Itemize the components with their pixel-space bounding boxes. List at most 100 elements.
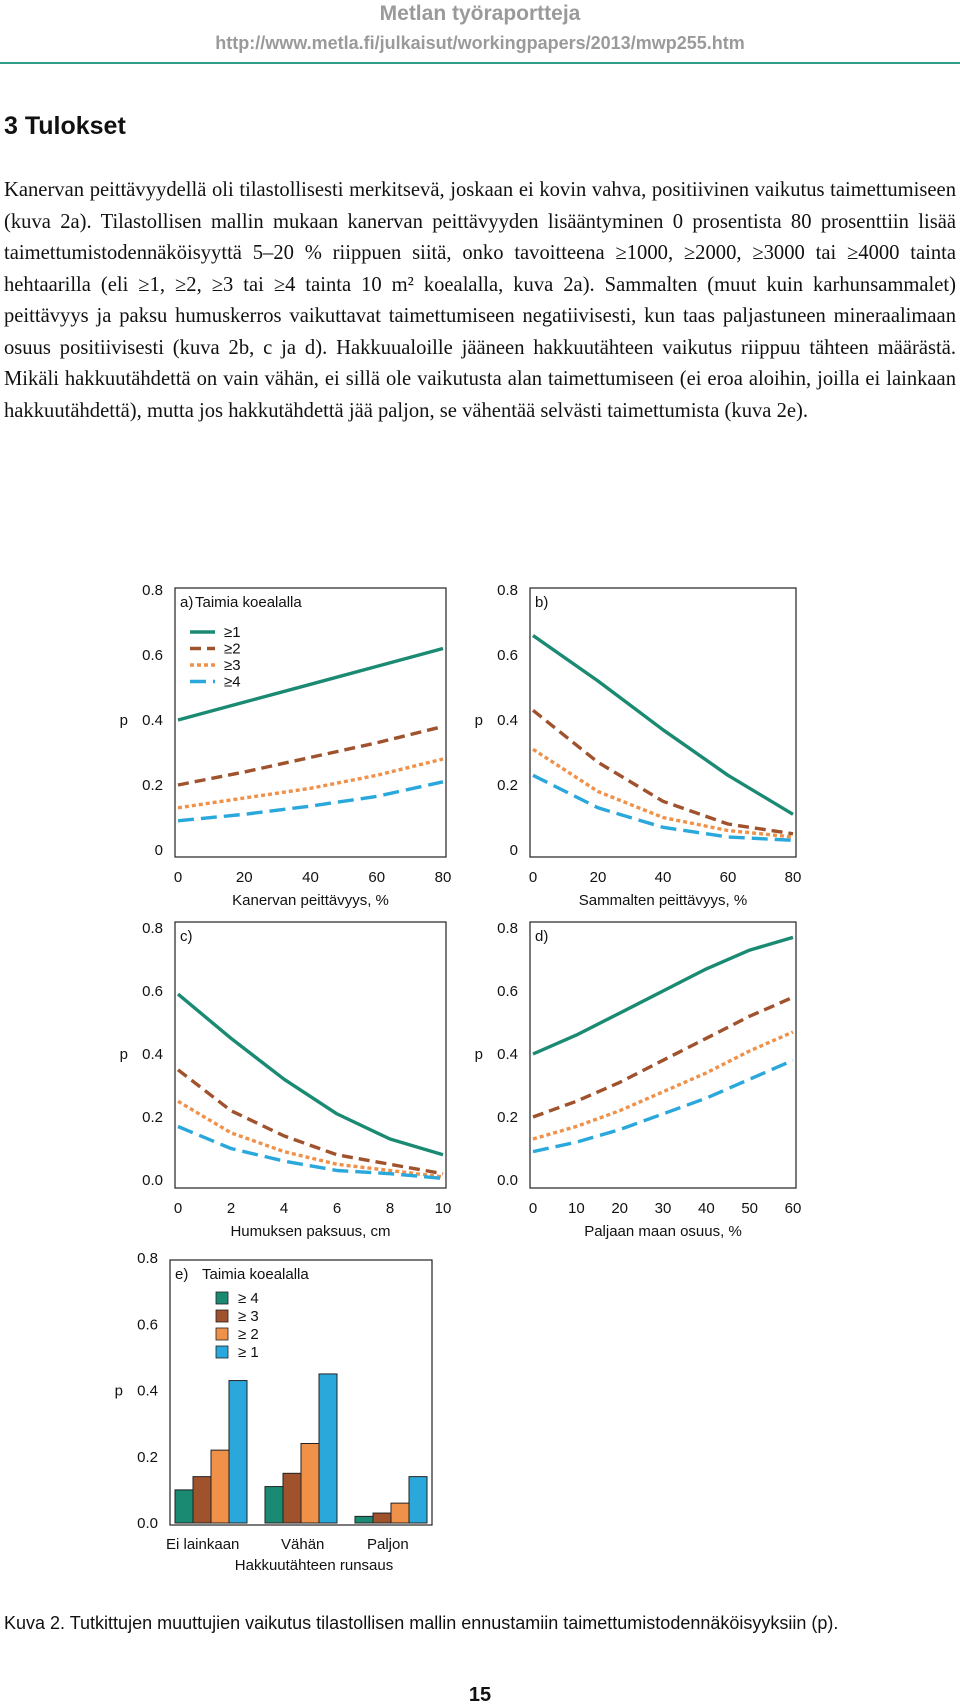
bar [300, 1443, 320, 1524]
bar [372, 1512, 392, 1524]
y-tick-label: 0.0 [142, 1172, 163, 1189]
x-tick-label: 0 [529, 1200, 537, 1217]
legend-swatch [215, 1345, 229, 1359]
x-tick-label: 50 [741, 1200, 758, 1217]
bar [390, 1502, 410, 1524]
y-tick-label: 0 [510, 842, 518, 859]
y-tick-label: 0.8 [137, 1250, 158, 1267]
y-tick-label: 0.4 [137, 1383, 158, 1400]
y-axis-label: p [475, 1046, 483, 1063]
x-tick-label: 20 [236, 869, 253, 886]
y-axis-label: p [115, 1383, 123, 1400]
legend-label: ≥ 4 [238, 1290, 259, 1307]
series-line-3 [177, 757, 444, 810]
series-line-4 [532, 1058, 794, 1154]
legend-swatch [215, 1309, 229, 1323]
y-tick-label: 0.4 [497, 712, 518, 729]
chart-panel-e: 0.0 0.2 0.4 0.6 0.8 p e) Ei lainkaan Vähän Paljon… [115, 1250, 433, 1574]
y-tick-label: 0.8 [497, 582, 518, 599]
series-line-2 [176, 1068, 444, 1176]
category-label: Ei lainkaan [166, 1536, 239, 1553]
section-heading: 3 Tulokset [4, 112, 126, 140]
series-line-2 [531, 708, 794, 836]
y-axis-label: p [475, 712, 483, 729]
series-line-1 [532, 935, 794, 1056]
y-tick-label: 0.6 [497, 983, 518, 1000]
y-tick-label: 0.2 [142, 777, 163, 794]
y-tick-label: 0.4 [497, 1046, 518, 1063]
bar [264, 1486, 284, 1524]
panel-label: d) [535, 928, 548, 945]
legend-label: ≥3 [224, 657, 241, 674]
results-paragraph: Kanervan peittävyydellä oli tilastollise… [4, 179, 956, 422]
x-tick-label: 60 [785, 1200, 802, 1217]
y-axis-label: p [120, 1046, 128, 1063]
legend-title: Taimia koealalla [202, 1266, 309, 1283]
plot-frame-c [174, 921, 447, 1189]
bar [408, 1476, 428, 1524]
x-tick-label: 0 [529, 869, 537, 886]
legend-label: ≥ 1 [238, 1344, 259, 1361]
x-tick-label: 40 [302, 869, 319, 886]
series-line-4 [177, 1124, 444, 1181]
x-axis-label: Humuksen paksuus, cm [230, 1223, 390, 1240]
x-tick-label: 80 [435, 869, 452, 886]
y-tick-label: 0.8 [142, 920, 163, 937]
y-tick-label: 0.6 [137, 1316, 158, 1333]
category-label: Paljon [367, 1536, 409, 1553]
y-tick-label: 0.6 [497, 647, 518, 664]
series-line-1 [176, 992, 444, 1157]
x-tick-label: 4 [280, 1200, 288, 1217]
series-line-3 [532, 747, 794, 839]
x-tick-label: 10 [435, 1200, 452, 1217]
series-line-3 [177, 1099, 444, 1179]
x-tick-label: 10 [568, 1200, 585, 1217]
legend-swatch [215, 1291, 229, 1305]
x-tick-label: 60 [720, 869, 737, 886]
header-divider [0, 62, 960, 64]
bar [282, 1472, 302, 1524]
series-line-1 [532, 634, 794, 816]
x-tick-label: 40 [655, 869, 672, 886]
bar [318, 1373, 338, 1524]
series-line-2 [532, 995, 794, 1119]
plot-frame-b [529, 587, 797, 858]
publication-series: Metlan työraportteja [379, 2, 581, 25]
x-axis-label: Hakkuutähteen runsaus [235, 1557, 393, 1574]
legend-title: Taimia koealalla [195, 594, 302, 611]
series-line-3 [532, 1030, 794, 1141]
x-tick-label: 8 [386, 1200, 394, 1217]
y-tick-label: 0.2 [497, 1109, 518, 1126]
y-tick-label: 0.8 [142, 582, 163, 599]
y-axis-label: p [120, 712, 128, 729]
figure-caption: Kuva 2. Tutkittujen muuttujien vaikutus … [4, 1613, 839, 1633]
plot-frame-d [529, 921, 797, 1189]
x-tick-label: 20 [590, 869, 607, 886]
x-axis-label: Paljaan maan osuus, % [584, 1223, 742, 1240]
y-tick-label: 0.4 [142, 1046, 163, 1063]
panel-label: b) [535, 594, 548, 611]
publication-url[interactable]: http://www.metla.fi/julkaisut/workingpap… [215, 33, 745, 53]
y-tick-label: 0.8 [497, 920, 518, 937]
bar [210, 1449, 230, 1524]
x-tick-label: 0 [174, 1200, 182, 1217]
legend-label: ≥ 3 [238, 1308, 259, 1325]
x-tick-label: 0 [174, 869, 182, 886]
panel-label: e) [175, 1266, 188, 1283]
series-line-1 [177, 646, 444, 722]
panel-label: c) [180, 928, 193, 945]
bar [228, 1380, 248, 1524]
x-tick-label: 2 [227, 1200, 235, 1217]
y-tick-label: 0.2 [497, 777, 518, 794]
y-tick-label: 0.2 [137, 1449, 158, 1466]
x-tick-label: 30 [655, 1200, 672, 1217]
x-tick-label: 20 [611, 1200, 628, 1217]
bar [354, 1515, 374, 1524]
series-line-4 [177, 780, 444, 823]
y-tick-label: 0.2 [142, 1109, 163, 1126]
bar [192, 1476, 212, 1524]
plot-frame-a [174, 587, 447, 858]
chart-panel-c: 0.0 0.2 0.4 0.6 0.8 p c) 0 2 4 6 8 10 Humuksen paksuu… [120, 920, 452, 1240]
chart-panel-a: 0 0.2 0.4 0.6 0.8 p a) 0 20 40 60 80 Kanervan peittä… [120, 582, 452, 909]
y-tick-label: 0.6 [142, 983, 163, 1000]
